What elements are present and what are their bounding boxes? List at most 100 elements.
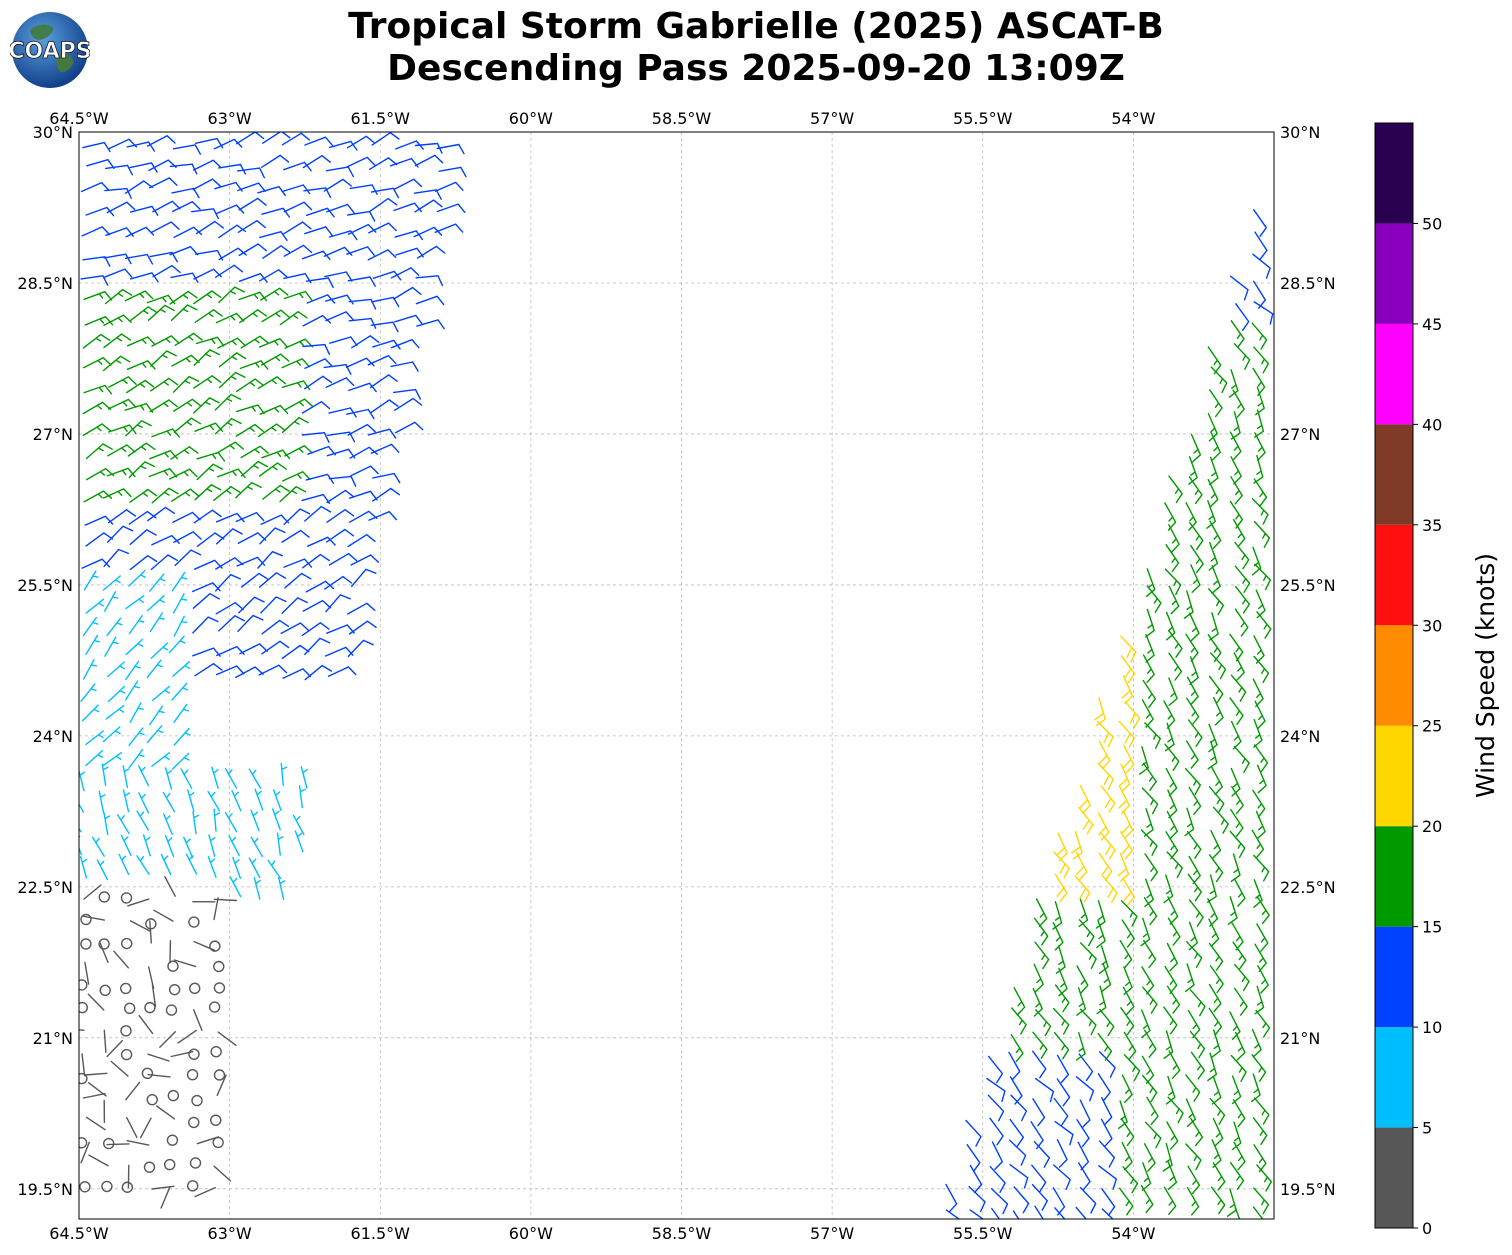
wind-barb: [148, 177, 178, 189]
lat-tick-label-left: 22.5°N: [17, 878, 73, 897]
wind-barb: [301, 432, 330, 443]
wind-barb: [1235, 303, 1250, 331]
wind-barb: [259, 231, 288, 242]
wind-barb: [160, 853, 172, 875]
wind-barb: [1101, 1188, 1116, 1217]
wind-barb: [284, 572, 312, 589]
wind-barb: [1253, 209, 1267, 237]
wind-barb: [323, 364, 352, 375]
wind-barb: [368, 222, 397, 234]
wind-barb: [276, 832, 284, 856]
wind-barb: [1229, 500, 1244, 529]
wind-barb: [1188, 476, 1203, 505]
wind-barb: [107, 661, 125, 678]
wind-barb: [1226, 1188, 1237, 1217]
wind-barb: [987, 1094, 1005, 1122]
wind-barb: [1210, 652, 1227, 680]
wind-barb: [211, 766, 219, 789]
wind-barb: [239, 643, 268, 655]
wind-barb: [172, 511, 201, 523]
wind-barb: [138, 1015, 154, 1034]
wind-barb: [1143, 939, 1157, 969]
wind-barb: [171, 187, 200, 199]
wind-barb: [1055, 945, 1066, 974]
wind-barb: [172, 661, 191, 677]
wind-barb: [1077, 1141, 1090, 1171]
calm-barb: [98, 891, 111, 903]
wind-barb: [164, 835, 175, 858]
wind-barb: [1121, 675, 1134, 704]
wind-barb: [1166, 985, 1181, 1014]
colorbar-tick-label: 20: [1422, 817, 1442, 836]
wind-barb: [1056, 1054, 1070, 1084]
wind-barb: [394, 230, 424, 241]
wind-barb: [390, 361, 419, 372]
wind-barb: [1146, 1096, 1159, 1126]
wind-barb: [169, 290, 198, 305]
wind-barb: [136, 810, 149, 831]
wind-barb: [240, 572, 269, 588]
wind-barb: [1077, 1162, 1091, 1191]
wind-barb: [1120, 900, 1138, 927]
wind-barb: [1122, 877, 1135, 906]
wind-barb: [304, 505, 332, 522]
wind-barb: [1257, 965, 1269, 994]
wind-barb: [393, 202, 422, 213]
wind-barb: [1078, 1053, 1094, 1081]
wind-barb: [151, 335, 180, 347]
wind-barb: [239, 309, 268, 324]
wind-barb: [283, 201, 313, 213]
wind-barb: [282, 471, 311, 482]
calm-barb: [79, 1001, 89, 1014]
title-line-2: Descending Pass 2025-09-20 13:09Z: [387, 48, 1125, 89]
wind-barb: [1118, 720, 1135, 748]
wind-barb: [1232, 1099, 1246, 1128]
wind-barb: [1012, 1210, 1020, 1219]
wind-barb: [1100, 832, 1116, 860]
colorbar-tick-label: 10: [1422, 1018, 1442, 1037]
wind-barb: [194, 309, 223, 323]
wind-barb: [1255, 810, 1266, 840]
wind-barb: [260, 287, 289, 301]
calm-barb: [103, 1137, 115, 1150]
wind-barb: [193, 1009, 203, 1031]
wind-barb: [1253, 854, 1270, 882]
wind-barb: [172, 144, 202, 155]
calm-barb: [167, 1089, 180, 1102]
wind-barb: [1230, 674, 1247, 702]
wind-barb: [348, 620, 377, 635]
wind-barb: [281, 132, 311, 146]
wind-barb: [85, 443, 113, 460]
wind-barb: [1075, 1032, 1086, 1061]
wind-barb: [215, 528, 243, 545]
wind-barb: [1230, 411, 1241, 440]
wind-barb: [1212, 1117, 1224, 1147]
wind-barb: [110, 1060, 129, 1077]
calm-barb: [188, 1116, 200, 1129]
wind-barb: [125, 660, 141, 681]
wind-barb: [1056, 832, 1068, 862]
wind-barb: [1099, 1140, 1116, 1168]
calm-barb: [213, 982, 226, 994]
wind-barb: [108, 509, 136, 524]
wind-barb: [147, 304, 175, 321]
wind-barb: [172, 593, 188, 614]
wind-barb: [107, 398, 137, 410]
wind-barb: [1208, 456, 1219, 486]
wind-barb: [1229, 633, 1244, 662]
wind-barb: [1165, 831, 1179, 860]
wind-barb: [1163, 700, 1176, 729]
wind-barb: [283, 244, 313, 257]
wind-barb: [1210, 366, 1228, 394]
wind-barb: [129, 702, 144, 723]
wind-barb: [79, 793, 85, 813]
wind-barb: [1052, 921, 1064, 951]
wind-barb: [173, 703, 190, 723]
wind-barb: [216, 1074, 227, 1097]
wind-barb: [1033, 963, 1044, 993]
wind-barb: [83, 384, 113, 395]
wind-barb: [1141, 1055, 1155, 1084]
wind-barb: [1120, 1118, 1135, 1147]
wind-barb: [185, 853, 198, 875]
wind-barb: [304, 375, 333, 390]
